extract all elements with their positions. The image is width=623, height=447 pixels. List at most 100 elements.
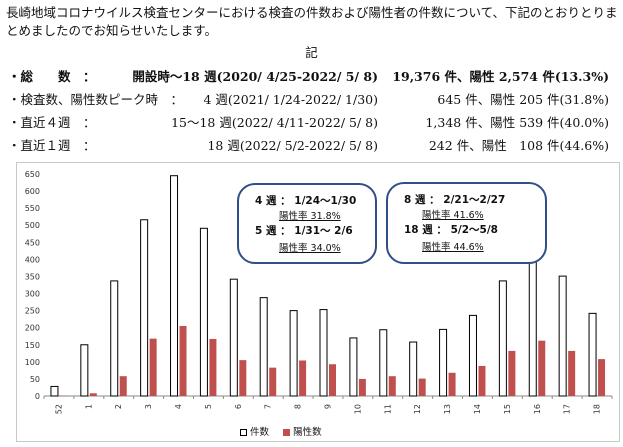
summary-row-total: ・総 数 ： 開設時〜18 週(2020/ 4/25-2022/ 5/ 8) 1…	[0, 66, 623, 86]
summary-label: ・直近１週 ：	[8, 138, 96, 153]
y-tick-label: 0	[35, 392, 40, 401]
y-tick-label: 600	[25, 187, 40, 196]
legend-label-positive: 陽性数	[293, 427, 322, 438]
x-tick-label: 11	[383, 404, 392, 414]
bar-positive	[568, 350, 576, 396]
summary-period: 18 週(2022/ 5/2-2022/ 5/ 8)	[207, 138, 378, 153]
bar-total	[140, 219, 149, 397]
annotation-box-right: 8 週 ： 2/21〜2/27 陽性率 41.6% 18 週 ： 5/2〜5/8…	[386, 182, 547, 264]
chart-legend: 件数 陽性数	[240, 424, 322, 438]
annotation-line: 4 週 ： 1/24〜1/30	[255, 195, 357, 207]
bar-positive	[119, 376, 127, 396]
bar-total	[439, 328, 448, 397]
legend-swatch-total	[240, 429, 247, 436]
x-tick-label: 10	[353, 404, 362, 414]
x-tick-label: 18	[593, 404, 602, 414]
bar-total	[468, 314, 477, 397]
y-tick-label: 350	[25, 272, 40, 281]
summary-result: 1,348 件、陽性 539 件(40.0%)	[425, 115, 609, 130]
x-tick-label: 8	[294, 404, 303, 409]
bar-total	[170, 175, 179, 397]
summary-row-recent4: ・直近４週 ： 15〜18 週(2022/ 4/11-2022/ 5/ 8) 1…	[0, 112, 623, 132]
bar-total	[349, 337, 358, 397]
summary-period: 4 週(2021/ 1/24-2022/ 1/30)	[203, 92, 378, 107]
bar-positive	[89, 393, 97, 396]
summary-row-peak: ・検査数、陽性数ピーク時 ： 4 週(2021/ 1/24-2022/ 1/30…	[0, 89, 623, 109]
bar-positive	[329, 364, 336, 396]
x-tick-label: 15	[503, 404, 512, 414]
summary-result: 242 件、陽性 108 件(44.6%)	[428, 138, 609, 153]
summary-row-recent1: ・直近１週 ： 18 週(2022/ 5/2-2022/ 5/ 8) 242 件…	[0, 135, 623, 155]
legend-swatch-positive	[283, 429, 291, 436]
bar-total	[199, 227, 208, 397]
x-tick-label: 14	[473, 404, 482, 414]
bar-total	[80, 344, 89, 397]
y-tick-label: 450	[25, 238, 40, 247]
bar-total	[379, 329, 388, 397]
bar-positive	[269, 367, 277, 396]
bar-positive	[59, 395, 67, 397]
annotation-line: 18 週 ： 5/2〜5/8	[404, 224, 498, 236]
x-tick-label: 3	[144, 404, 153, 409]
ki-heading: 記	[305, 45, 318, 60]
y-tick-label: 300	[25, 290, 40, 299]
x-tick-label: 17	[563, 404, 572, 414]
bar-total	[409, 341, 418, 397]
bar-positive	[538, 340, 546, 396]
x-tick-label: 13	[443, 404, 452, 414]
bar-total	[319, 309, 328, 397]
bar-positive	[598, 359, 606, 396]
annotation-rate: 陽性率 31.8%	[279, 211, 341, 222]
summary-period: 開設時〜18 週(2020/ 4/25-2022/ 5/ 8)	[132, 69, 378, 84]
x-tick-label: 52	[54, 404, 63, 414]
annotation-box-left: 4 週 ： 1/24〜1/30 陽性率 31.8% 5 週 ： 1/31〜 2/…	[237, 183, 377, 264]
bar-positive	[149, 338, 157, 396]
bar-total	[498, 280, 507, 397]
x-tick-label: 16	[533, 404, 542, 414]
bar-positive	[478, 365, 486, 396]
y-tick-label: 400	[25, 255, 40, 264]
y-tick-label: 100	[25, 358, 40, 367]
bar-positive	[299, 360, 307, 396]
x-tick-label: 9	[324, 404, 333, 409]
summary-result: 645 件、陽性 205 件(31.8%)	[437, 92, 609, 107]
bar-positive	[508, 350, 516, 396]
y-tick-label: 650	[25, 170, 40, 179]
x-tick-label: 1	[84, 404, 93, 409]
y-tick-label: 200	[25, 324, 40, 333]
y-tick-label: 150	[25, 341, 40, 350]
intro-text: 長崎地域コロナウイルス検査センターにおける検査の件数および陽性者の件数について、…	[6, 5, 618, 38]
x-tick-label: 4	[174, 404, 183, 409]
chart-frame	[16, 162, 620, 442]
y-tick-label: 50	[30, 375, 40, 384]
summary-label: ・総 数 ：	[8, 69, 96, 84]
bar-total	[289, 310, 298, 397]
annotation-rate: 陽性率 41.6%	[422, 210, 484, 221]
bar-positive	[239, 360, 247, 396]
bar-total	[50, 385, 59, 397]
summary-period: 15〜18 週(2022/ 4/11-2022/ 5/ 8)	[171, 115, 378, 130]
bar-positive	[209, 338, 217, 396]
summary-label: ・直近４週 ：	[8, 115, 96, 130]
bar-total	[588, 312, 597, 397]
bar-total	[528, 253, 537, 397]
bar-positive	[448, 372, 456, 396]
x-tick-label: 12	[413, 404, 422, 414]
summary-result: 19,376 件、陽性 2,574 件(13.3%)	[392, 69, 609, 84]
bar-positive	[388, 376, 396, 396]
bar-total	[110, 280, 119, 397]
bar-positive	[418, 378, 426, 396]
summary-label: ・検査数、陽性数ピーク時 ：	[8, 92, 184, 107]
y-tick-label: 500	[25, 221, 40, 230]
annotation-line: 8 週 ： 2/21〜2/27	[404, 194, 506, 206]
x-tick-label: 5	[204, 404, 213, 409]
bar-positive	[358, 378, 366, 396]
x-tick-label: 7	[264, 404, 273, 409]
annotation-rate: 陽性率 44.6%	[422, 242, 484, 253]
x-tick-label: 2	[114, 404, 123, 409]
annotation-line: 5 週 ： 1/31〜 2/6	[255, 225, 353, 237]
bar-total	[229, 278, 238, 397]
x-tick-label: 6	[234, 404, 243, 409]
annotation-rate: 陽性率 34.0%	[279, 243, 341, 254]
y-tick-label: 250	[25, 307, 40, 316]
